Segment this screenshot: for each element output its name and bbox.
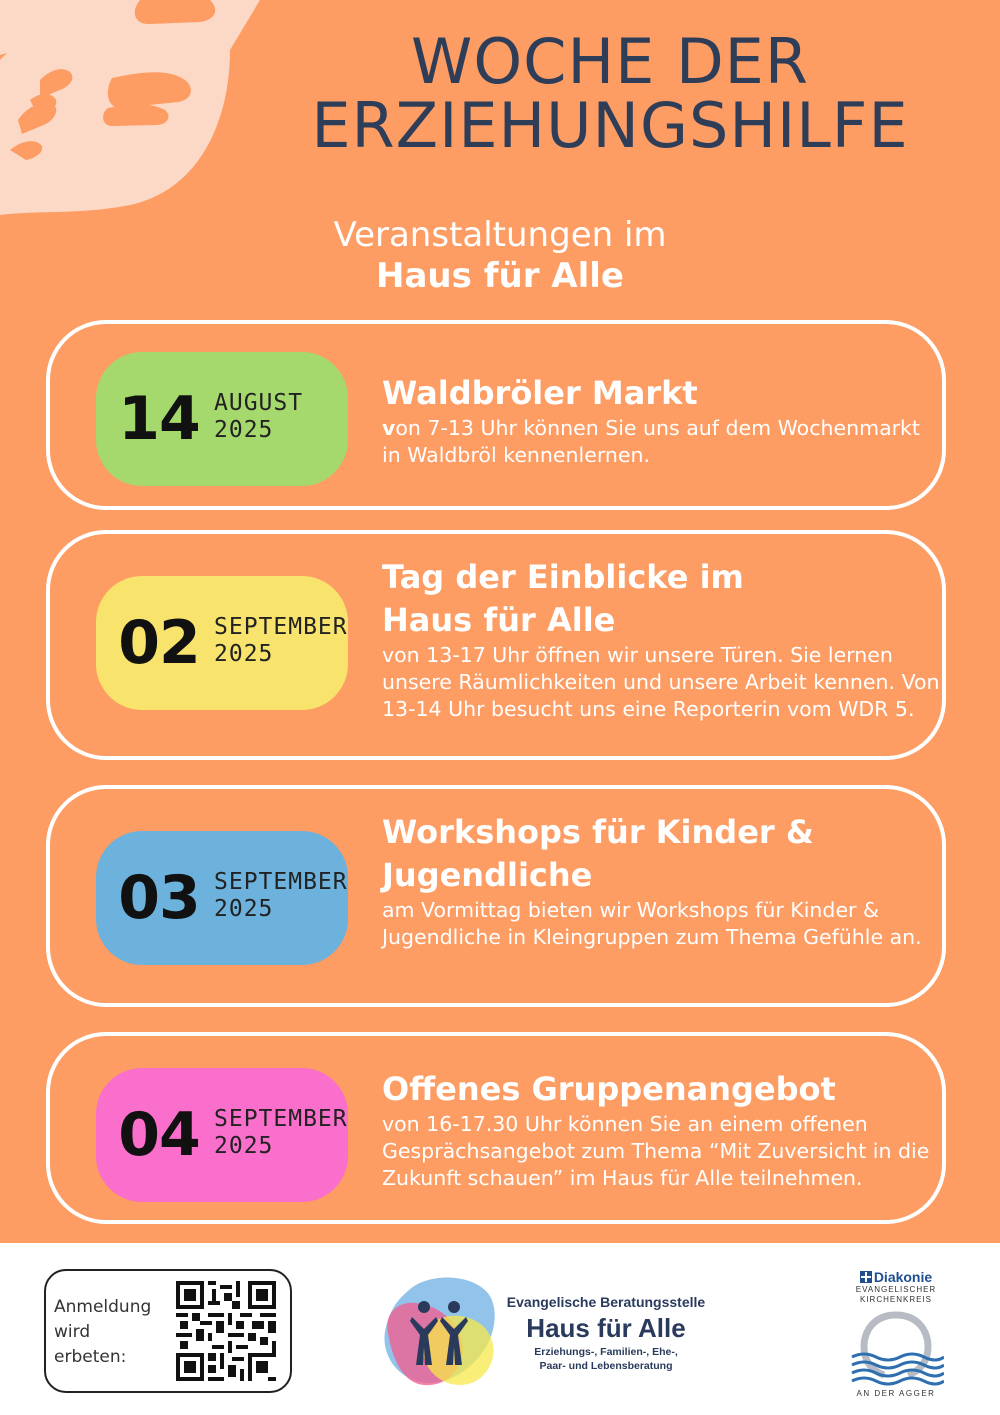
diakonie-sub-2: KIRCHENKREIS — [859, 1295, 932, 1304]
event-description-rest: on 7-13 Uhr können Sie uns auf dem Woche… — [382, 416, 920, 467]
event-day: 04 — [118, 1100, 201, 1170]
qr-code-icon[interactable] — [176, 1281, 276, 1381]
event-title-line-1: Tag der Einblicke im — [382, 558, 744, 596]
event-month-year: SEPTEMBER 2025 — [214, 869, 348, 923]
poster: WOCHE DER ERZIEHUNGSHILFE Veranstaltunge… — [0, 0, 946, 1224]
title-line-1: WOCHE DER — [411, 25, 809, 98]
registration-box: Anmeldung wird erbeten: — [44, 1269, 292, 1393]
date-badge: 02 SEPTEMBER 2025 — [96, 576, 348, 710]
event-month-year: SEPTEMBER 2025 — [214, 614, 348, 668]
registration-line-1: Anmeldung — [54, 1297, 152, 1317]
event-year: 2025 — [214, 641, 274, 667]
diakonie-name-text: Diakonie — [873, 1269, 933, 1285]
event-year: 2025 — [214, 1133, 274, 1159]
registration-line-3: erbeten: — [54, 1347, 127, 1367]
hfa-line-4: Paar- und Lebensberatung — [539, 1360, 673, 1372]
event-title-line-2: Haus für Alle — [382, 601, 616, 639]
hfa-line-3: Erziehungs-, Familien-, Ehe-, — [534, 1346, 678, 1358]
diakonie-bottom: AN DER AGGER — [856, 1389, 936, 1398]
event-card: 14 AUGUST 2025 Waldbröler Markt von 7-13… — [46, 320, 946, 510]
event-day: 03 — [118, 863, 201, 933]
event-text: Workshops für Kinder & Jugendliche am Vo… — [382, 811, 942, 951]
event-month: SEPTEMBER — [214, 1106, 348, 1132]
subtitle-line-2: Haus für Alle — [376, 256, 624, 296]
event-year: 2025 — [214, 896, 274, 922]
event-description: von 7-13 Uhr können Sie uns auf dem Woch… — [382, 415, 942, 469]
event-title: Offenes Gruppenangebot — [382, 1070, 836, 1108]
event-text: Offenes Gruppenangebot von 16-17.30 Uhr … — [382, 1068, 942, 1192]
event-title-line-2: Jugendliche — [382, 856, 593, 894]
haus-fuer-alle-logo-text: Evangelische Beratungsstelle Haus für Al… — [496, 1293, 716, 1373]
footer: Anmeldung wird erbeten: — [0, 1243, 1000, 1415]
event-title-line-1: Workshops für Kinder & — [382, 813, 814, 851]
title-line-2: ERZIEHUNGSHILFE — [311, 89, 909, 162]
diakonie-emblem-icon — [851, 1311, 944, 1386]
event-description: am Vormittag bieten wir Workshops für Ki… — [382, 898, 922, 949]
event-text: Tag der Einblicke im Haus für Alle von 1… — [382, 556, 942, 723]
registration-text: Anmeldung wird erbeten: — [54, 1295, 164, 1370]
event-text: Waldbröler Markt von 7-13 Uhr können Sie… — [382, 372, 942, 469]
event-description: von 16-17.30 Uhr können Sie an einem off… — [382, 1112, 930, 1190]
date-badge: 04 SEPTEMBER 2025 — [96, 1068, 348, 1202]
event-month-year: SEPTEMBER 2025 — [214, 1106, 348, 1160]
event-month: SEPTEMBER — [214, 869, 348, 895]
event-day: 02 — [118, 608, 201, 678]
event-year: 2025 — [214, 417, 274, 443]
haus-fuer-alle-logo-icon — [384, 1277, 495, 1386]
date-badge: 14 AUGUST 2025 — [96, 352, 348, 486]
hfa-line-2: Haus für Alle — [526, 1313, 686, 1343]
diakonie-cross-icon — [859, 1271, 872, 1283]
event-card: 04 SEPTEMBER 2025 Offenes Gruppenangebot… — [46, 1032, 946, 1224]
subtitle: Veranstaltungen im Haus für Alle — [250, 214, 750, 296]
event-description-first-letter: v — [382, 416, 396, 440]
diakonie-sub-1: EVANGELISCHER — [855, 1285, 937, 1294]
event-month: SEPTEMBER — [214, 614, 348, 640]
event-title: Waldbröler Markt — [382, 374, 698, 412]
event-description: von 13-17 Uhr öffnen wir unsere Türen. S… — [382, 643, 940, 721]
event-card: 03 SEPTEMBER 2025 Workshops für Kinder &… — [46, 785, 946, 1007]
subtitle-line-1: Veranstaltungen im — [333, 215, 667, 255]
diakonie-logo: Diakonie EVANGELISCHER KIRCHENKREIS AN D… — [846, 1269, 946, 1399]
event-day: 14 — [118, 384, 201, 454]
event-month-year: AUGUST 2025 — [214, 390, 303, 444]
registration-line-2: wird — [54, 1322, 91, 1342]
hands-illustration-icon — [0, 0, 260, 215]
event-card: 02 SEPTEMBER 2025 Tag der Einblicke im H… — [46, 530, 946, 760]
page-title: WOCHE DER ERZIEHUNGSHILFE — [300, 30, 920, 158]
event-month: AUGUST — [214, 390, 304, 416]
hfa-line-1: Evangelische Beratungsstelle — [506, 1294, 706, 1310]
diakonie-name: Diakonie — [846, 1269, 946, 1285]
date-badge: 03 SEPTEMBER 2025 — [96, 831, 348, 965]
